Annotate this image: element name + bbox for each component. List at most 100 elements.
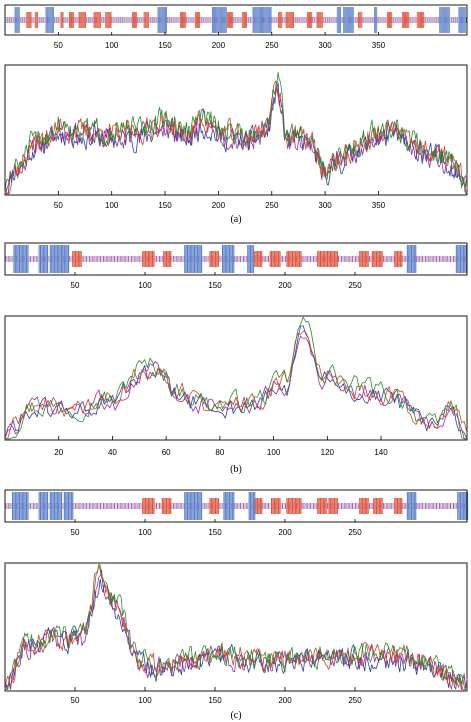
coil-residue xyxy=(300,17,302,23)
strand-residue xyxy=(272,251,274,267)
strand-residue xyxy=(149,498,151,514)
helix-residue xyxy=(14,7,16,33)
helix-residue xyxy=(51,245,53,273)
coil-residue xyxy=(82,256,83,262)
coil-residue xyxy=(420,256,422,262)
coil-residue xyxy=(222,503,223,509)
helix-residue xyxy=(251,245,253,273)
strand-residue xyxy=(110,12,112,28)
x-tick-label: 250 xyxy=(265,201,279,210)
coil-residue xyxy=(33,256,34,262)
strand-residue xyxy=(147,498,149,514)
strand-residue xyxy=(163,498,165,514)
coil-residue xyxy=(350,256,352,262)
helix-residue xyxy=(262,7,263,33)
coil-residue xyxy=(33,17,35,23)
strand-residue xyxy=(371,251,373,267)
helix-residue xyxy=(188,245,190,273)
coil-residue xyxy=(304,256,306,262)
coil-residue xyxy=(274,17,276,23)
coil-residue xyxy=(21,17,22,23)
strand-residue xyxy=(359,251,361,267)
helix-residue xyxy=(337,7,339,33)
coil-residue xyxy=(128,256,129,262)
coil-residue xyxy=(398,17,400,23)
strand-residue xyxy=(213,498,215,514)
coil-residue xyxy=(450,256,451,262)
strand-residue xyxy=(378,251,380,267)
coil-residue xyxy=(118,17,119,23)
coil-residue xyxy=(269,503,271,509)
strand-residue xyxy=(209,498,211,514)
coil-residue xyxy=(124,256,125,262)
helix-residue xyxy=(340,7,341,33)
strand-residue xyxy=(273,251,275,267)
coil-residue xyxy=(302,17,304,23)
coil-residue xyxy=(39,17,40,23)
helix-residue xyxy=(349,7,351,33)
coil-residue xyxy=(429,256,430,262)
x-tick-label: 60 xyxy=(162,448,171,457)
coil-residue xyxy=(9,17,10,23)
coil-residue xyxy=(418,256,419,262)
coil-residue xyxy=(357,17,358,23)
helix-residue xyxy=(19,492,21,520)
helix-residue xyxy=(16,245,18,273)
helix-residue xyxy=(267,7,269,33)
coil-residue xyxy=(220,256,222,262)
strand-residue xyxy=(72,12,74,28)
helix-residue xyxy=(462,492,464,520)
strand-residue xyxy=(366,251,368,267)
coil-residue xyxy=(443,503,444,509)
helix-residue xyxy=(191,245,193,273)
coil-residue xyxy=(424,17,425,23)
coil-residue xyxy=(59,17,61,23)
helix-residue xyxy=(266,7,268,33)
coil-residue xyxy=(416,256,418,262)
coil-residue xyxy=(363,17,365,23)
helix-residue xyxy=(462,245,464,273)
coil-residue xyxy=(140,17,142,23)
strand-residue xyxy=(332,251,334,267)
helix-residue xyxy=(12,492,14,520)
coil-residue xyxy=(66,17,68,23)
coil-residue xyxy=(205,256,206,262)
strand-residue xyxy=(179,12,181,28)
coil-residue xyxy=(425,17,426,23)
strand-residue xyxy=(259,251,261,267)
strand-residue xyxy=(245,12,246,28)
series-line-1 xyxy=(4,325,468,439)
helix-residue xyxy=(63,492,65,520)
strand-residue xyxy=(335,498,337,514)
coil-residue xyxy=(284,17,286,23)
coil-residue xyxy=(425,503,426,509)
coil-residue xyxy=(391,256,393,262)
helix-residue xyxy=(223,492,225,520)
coil-residue xyxy=(390,503,391,509)
coil-residue xyxy=(429,503,430,509)
strand-residue xyxy=(293,251,295,267)
panel-a: 50 100 150 200 250 300 350 50 100 150 200 250 300 35… xyxy=(4,4,468,225)
coil-residue xyxy=(349,256,351,262)
coil-residue xyxy=(87,17,88,23)
coil-residue xyxy=(171,503,173,509)
helix-residue xyxy=(27,245,29,273)
helix-residue xyxy=(159,7,161,33)
helix-residue xyxy=(21,245,23,273)
coil-residue xyxy=(236,17,238,23)
coil-residue xyxy=(234,17,235,23)
helix-residue xyxy=(462,7,464,33)
coil-residue xyxy=(48,256,50,262)
strip-frame xyxy=(4,489,468,523)
series-line-4 xyxy=(4,316,468,440)
strand-residue xyxy=(216,251,218,267)
coil-residue xyxy=(114,503,115,509)
coil-residue xyxy=(371,503,373,509)
strand-residue xyxy=(380,251,382,267)
strand-residue xyxy=(73,12,75,28)
x-tick-label: 250 xyxy=(348,696,362,705)
strand-residue xyxy=(318,251,320,267)
coil-residue xyxy=(432,503,433,509)
coil-residue xyxy=(207,17,209,23)
strand-residue xyxy=(408,12,410,28)
